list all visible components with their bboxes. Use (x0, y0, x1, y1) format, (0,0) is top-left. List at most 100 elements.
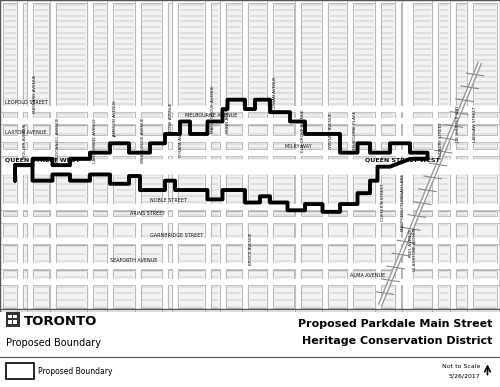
Bar (140, 211, 162, 216)
Bar (353, 3, 374, 106)
Bar (300, 170, 322, 204)
Bar (328, 156, 347, 163)
Bar (413, 125, 432, 135)
Bar (413, 285, 432, 308)
Bar (380, 285, 394, 308)
Bar (33, 285, 50, 308)
Bar (248, 270, 267, 279)
Bar (438, 245, 450, 263)
Text: LANSDOWNE AVENUE: LANSDOWNE AVENUE (94, 118, 98, 163)
Bar (56, 211, 87, 216)
Bar (210, 170, 220, 204)
Bar (140, 245, 162, 263)
Text: GWYNNE AVENUE: GWYNNE AVENUE (328, 113, 332, 149)
Bar (380, 170, 394, 204)
Text: MACDONNELL AVENUE: MACDONNELL AVENUE (56, 117, 60, 163)
Bar (400, 211, 402, 216)
Bar (56, 245, 87, 263)
Bar (413, 170, 432, 204)
Bar (140, 3, 162, 106)
Bar (93, 125, 107, 135)
Text: WEST LODGE AVENUE: WEST LODGE AVENUE (141, 117, 145, 163)
Text: 5/26/2017: 5/26/2017 (448, 373, 480, 378)
Text: SUDBURY STREET: SUDBURY STREET (438, 122, 442, 159)
Bar (113, 142, 134, 149)
Bar (8, 320, 12, 324)
Bar (23, 223, 27, 238)
Bar (353, 142, 374, 149)
Bar (353, 245, 374, 263)
Bar (210, 270, 220, 279)
Text: QUEEN STREET WEST: QUEEN STREET WEST (5, 158, 80, 163)
Bar (168, 245, 172, 263)
Bar (300, 113, 322, 118)
Bar (23, 211, 27, 216)
Bar (226, 156, 242, 163)
Bar (456, 3, 467, 106)
Text: SEAFORTH AVENUE: SEAFORTH AVENUE (110, 258, 158, 263)
Bar (300, 270, 322, 279)
Bar (473, 285, 497, 308)
Bar (456, 245, 467, 263)
Bar (140, 223, 162, 238)
Bar (3, 270, 17, 279)
Bar (438, 285, 450, 308)
Text: MELBOURNE AVENUE: MELBOURNE AVENUE (185, 113, 238, 118)
Bar (56, 156, 87, 163)
Bar (210, 285, 220, 308)
Bar (248, 156, 267, 163)
Bar (473, 113, 497, 118)
Bar (400, 113, 402, 118)
Bar (413, 223, 432, 238)
Bar (300, 245, 322, 263)
Bar (13, 315, 17, 318)
Bar (226, 211, 242, 216)
Bar (400, 285, 402, 308)
Bar (248, 3, 267, 106)
Bar (93, 170, 107, 204)
Bar (93, 285, 107, 308)
Bar (380, 270, 394, 279)
Bar (328, 211, 347, 216)
Bar (438, 156, 450, 163)
Bar (380, 113, 394, 118)
Bar (226, 113, 242, 118)
Bar (178, 3, 204, 106)
Bar (473, 156, 497, 163)
Text: O'HARA AVENUE: O'HARA AVENUE (178, 123, 182, 157)
Text: Proposed Boundary: Proposed Boundary (6, 337, 101, 348)
Text: LEOPOLD STREET: LEOPOLD STREET (5, 100, 48, 105)
Bar (473, 245, 497, 263)
Bar (113, 125, 134, 135)
Bar (328, 113, 347, 118)
Bar (273, 113, 294, 118)
Bar (413, 3, 432, 106)
Bar (273, 170, 294, 204)
Bar (300, 125, 322, 135)
Bar (23, 245, 27, 263)
Bar (248, 170, 267, 204)
Bar (178, 156, 204, 163)
Bar (168, 156, 172, 163)
Bar (413, 142, 432, 149)
Bar (3, 125, 17, 135)
Bar (210, 156, 220, 163)
Bar (400, 125, 402, 135)
Bar (400, 3, 402, 106)
Bar (33, 142, 50, 149)
Bar (168, 125, 172, 135)
Bar (473, 3, 497, 106)
Text: CLOSE AVENUE: CLOSE AVENUE (168, 103, 172, 134)
Bar (328, 3, 347, 106)
Bar (456, 211, 467, 216)
Bar (473, 223, 497, 238)
Bar (113, 211, 134, 216)
Bar (33, 211, 50, 216)
Bar (438, 113, 450, 118)
Bar (300, 142, 322, 149)
Bar (226, 245, 242, 263)
Bar (456, 125, 467, 135)
Bar (178, 113, 204, 118)
Bar (380, 223, 394, 238)
Bar (438, 3, 450, 106)
